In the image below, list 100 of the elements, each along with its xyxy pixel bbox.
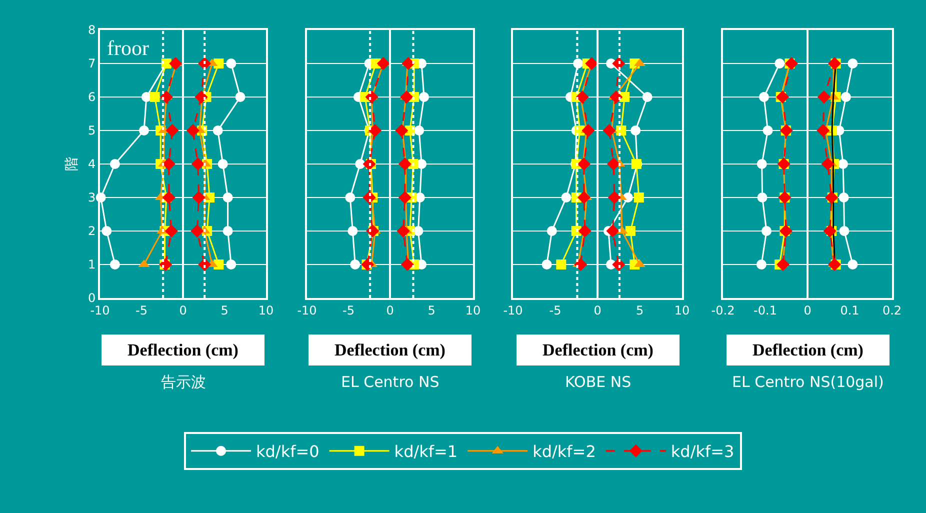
text: EL Centro NS — [341, 373, 440, 391]
point — [828, 258, 842, 271]
x-tick-label: -0.2 — [711, 303, 735, 318]
text: 告示波 — [161, 373, 206, 391]
y-tick-label: 1 — [88, 258, 96, 272]
x-tick-label: 0 — [804, 303, 812, 318]
point — [102, 226, 112, 236]
point — [828, 57, 842, 70]
point — [578, 224, 592, 238]
x-axis-title: Deflection (cm) — [542, 340, 654, 360]
point — [235, 92, 246, 102]
x-tick-label: -5 — [136, 303, 148, 318]
point — [577, 191, 590, 204]
x-tick-label: 0 — [594, 303, 602, 318]
point — [556, 260, 566, 270]
point — [642, 92, 652, 102]
y-tick-label: 7 — [88, 56, 96, 71]
x-tick-label: 10 — [258, 303, 274, 318]
point — [774, 58, 785, 68]
point — [546, 226, 557, 236]
x-tick-label: 0 — [179, 303, 187, 318]
point — [762, 126, 773, 136]
point — [355, 159, 366, 169]
point — [779, 224, 792, 238]
point — [194, 90, 208, 104]
x-tick-label: -0.1 — [754, 303, 777, 318]
point — [848, 260, 858, 270]
point — [816, 124, 830, 137]
x-tick-label: -10 — [503, 303, 523, 318]
point — [577, 158, 590, 170]
point — [138, 126, 149, 136]
point — [348, 226, 358, 236]
point — [169, 57, 182, 70]
point — [395, 124, 408, 137]
point — [160, 90, 173, 104]
point — [576, 90, 589, 104]
x-tick-label: 0 — [386, 303, 394, 318]
x-tick-label: -5 — [549, 303, 562, 318]
point — [398, 191, 412, 204]
point — [141, 92, 152, 102]
y-tick-label: 4 — [88, 157, 96, 172]
point — [625, 226, 636, 236]
point — [398, 158, 412, 170]
legend-label: kd/kf=1 — [394, 442, 458, 462]
point — [634, 192, 644, 202]
point — [757, 192, 768, 202]
y-tick-label: 5 — [88, 124, 96, 138]
point — [561, 192, 572, 202]
point — [361, 258, 374, 271]
y-tick-label: 3 — [88, 190, 96, 205]
point — [776, 258, 790, 271]
point — [542, 260, 552, 270]
point — [396, 224, 410, 238]
point — [602, 124, 616, 137]
point — [607, 158, 620, 170]
point — [218, 159, 228, 169]
y-tick-label: 2 — [88, 224, 96, 238]
point — [784, 57, 798, 70]
point — [848, 58, 858, 68]
point — [823, 224, 836, 238]
point — [838, 159, 848, 169]
point — [226, 58, 236, 68]
point — [606, 224, 620, 238]
x-axis-title: Deflection (cm) — [752, 340, 864, 360]
point — [345, 192, 356, 202]
point — [350, 260, 360, 270]
x-tick-label: -10 — [90, 303, 110, 318]
point — [630, 126, 641, 136]
point — [414, 126, 424, 136]
point — [821, 158, 834, 170]
point — [574, 258, 588, 271]
x-tick-label: 5 — [636, 303, 644, 318]
point — [368, 124, 382, 137]
point — [610, 90, 623, 104]
point — [585, 57, 598, 70]
point — [186, 124, 200, 137]
y-tick-label: 0 — [88, 291, 96, 306]
point — [402, 57, 415, 70]
point — [839, 226, 850, 236]
annotation: froor — [107, 36, 149, 60]
point — [190, 224, 204, 238]
point — [191, 158, 204, 170]
x-tick-label: 10 — [465, 303, 481, 318]
point — [110, 260, 120, 270]
point — [758, 92, 769, 102]
point — [376, 57, 390, 70]
point — [226, 260, 236, 270]
x-axis-title: Deflection (cm) — [334, 340, 446, 360]
point — [608, 191, 621, 204]
point — [838, 192, 849, 202]
x-tick-label: 0.1 — [840, 303, 860, 318]
x-tick-label: -10 — [297, 303, 317, 318]
point — [162, 158, 176, 170]
point — [762, 226, 772, 236]
text: EL Centro NS(10gal) — [732, 373, 884, 391]
x-tick-label: 5 — [220, 303, 228, 318]
point — [419, 92, 430, 102]
point — [400, 258, 414, 271]
x-tick-label: 5 — [428, 303, 436, 318]
point — [166, 124, 179, 137]
